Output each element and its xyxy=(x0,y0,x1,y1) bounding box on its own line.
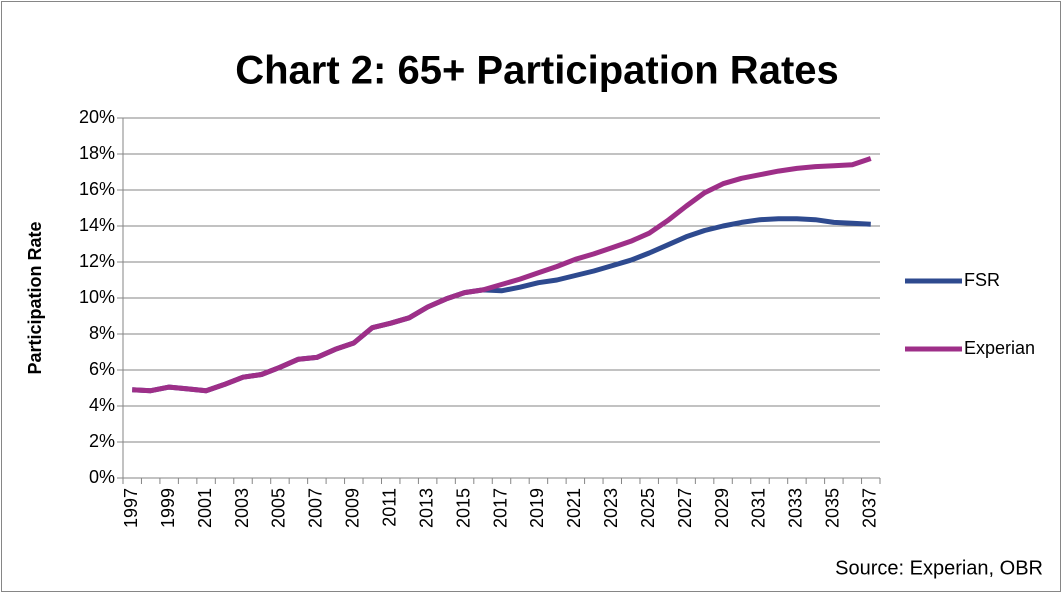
y-tick-label: 14% xyxy=(79,215,115,235)
chart-title: Chart 2: 65+ Participation Rates xyxy=(235,49,839,93)
y-tick-label: 18% xyxy=(79,143,115,163)
legend-label: Experian xyxy=(964,338,1035,358)
y-tick-label: 2% xyxy=(89,431,115,451)
x-tick-label: 2037 xyxy=(860,488,880,528)
x-tick-label: 1999 xyxy=(158,488,178,528)
source-note: Source: Experian, OBR xyxy=(835,557,1043,579)
x-tick-label: 2001 xyxy=(195,488,215,528)
x-tick-label: 2029 xyxy=(712,488,732,528)
x-tick-label: 2017 xyxy=(490,488,510,528)
x-tick-label: 2023 xyxy=(601,488,621,528)
y-tick-label: 4% xyxy=(89,395,115,415)
x-tick-label: 2025 xyxy=(638,488,658,528)
x-tick-label: 2033 xyxy=(786,488,806,528)
x-tick-label: 2035 xyxy=(823,488,843,528)
y-axis-title: Participation Rate xyxy=(25,221,45,374)
x-tick-label: 2003 xyxy=(232,488,252,528)
x-tick-label: 2007 xyxy=(306,488,326,528)
y-tick-label: 6% xyxy=(89,359,115,379)
series-line xyxy=(132,156,872,394)
y-tick-label: 0% xyxy=(89,467,115,487)
y-tick-label: 8% xyxy=(89,323,115,343)
x-tick-label: 2009 xyxy=(343,488,363,528)
x-tick-label: 2005 xyxy=(269,488,289,528)
x-tick-label: 2031 xyxy=(749,488,769,528)
y-tick-label: 16% xyxy=(79,179,115,199)
legend-label: FSR xyxy=(964,270,1000,290)
x-tick-label: 2013 xyxy=(416,488,436,528)
x-tick-label: 2019 xyxy=(527,488,547,528)
y-tick-label: 20% xyxy=(79,107,115,127)
y-tick-label: 10% xyxy=(79,287,115,307)
x-tick-label: 2015 xyxy=(453,488,473,528)
x-tick-label: 2011 xyxy=(379,488,399,527)
x-tick-label: 1997 xyxy=(121,488,141,528)
x-tick-label: 2027 xyxy=(675,488,695,528)
x-tick-label: 2021 xyxy=(564,488,584,528)
y-tick-label: 12% xyxy=(79,251,115,271)
